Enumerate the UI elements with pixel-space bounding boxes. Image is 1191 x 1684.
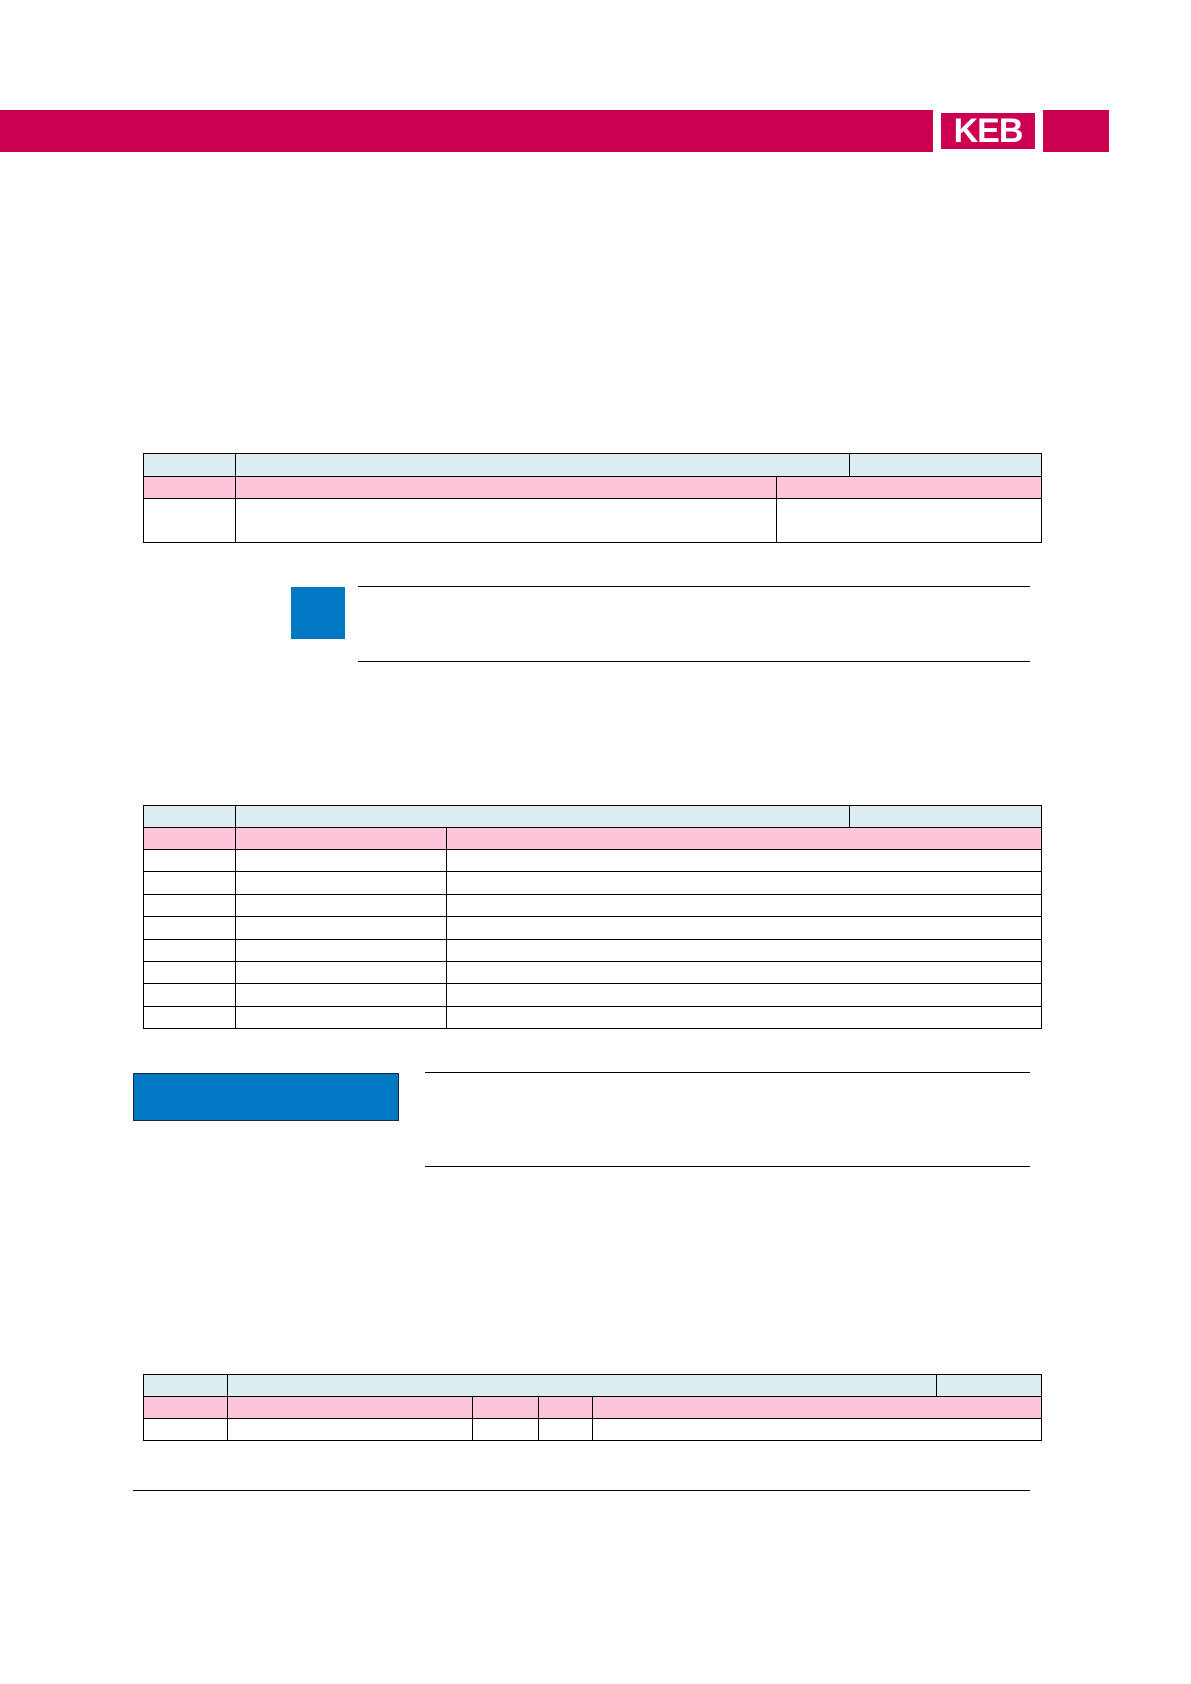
table-header-row	[143, 476, 1042, 499]
header-bar-end	[1043, 110, 1109, 152]
keb-logo: KEB	[938, 110, 1038, 152]
table-row	[143, 916, 1042, 940]
table-row	[143, 938, 1042, 962]
table-title-row	[143, 1374, 1042, 1397]
table-title-row	[143, 453, 1042, 477]
note-top-rule	[425, 1072, 1030, 1074]
logo-text: KEB	[953, 112, 1024, 150]
table-row	[143, 1005, 1042, 1030]
info-marker-icon	[291, 587, 345, 639]
parameter-table-3	[143, 1374, 1042, 1441]
table-row	[143, 960, 1042, 985]
table-header-row	[143, 1396, 1042, 1419]
parameter-table-1	[143, 453, 1042, 543]
note-top-rule	[358, 586, 1030, 588]
table-row	[143, 498, 1042, 543]
footer-rule	[133, 1490, 1030, 1491]
table-title-row	[143, 805, 1042, 828]
header-bar	[0, 110, 933, 152]
note-label-box	[133, 1073, 399, 1121]
table-row	[143, 893, 1042, 918]
table-row	[143, 1418, 1042, 1441]
table-row	[143, 983, 1042, 1007]
table-row	[143, 848, 1042, 873]
note-bottom-rule	[358, 661, 1030, 663]
note-bottom-rule	[425, 1166, 1030, 1168]
parameter-table-2	[143, 805, 1042, 1030]
table-row	[143, 871, 1042, 895]
table-header-row	[143, 827, 1042, 850]
